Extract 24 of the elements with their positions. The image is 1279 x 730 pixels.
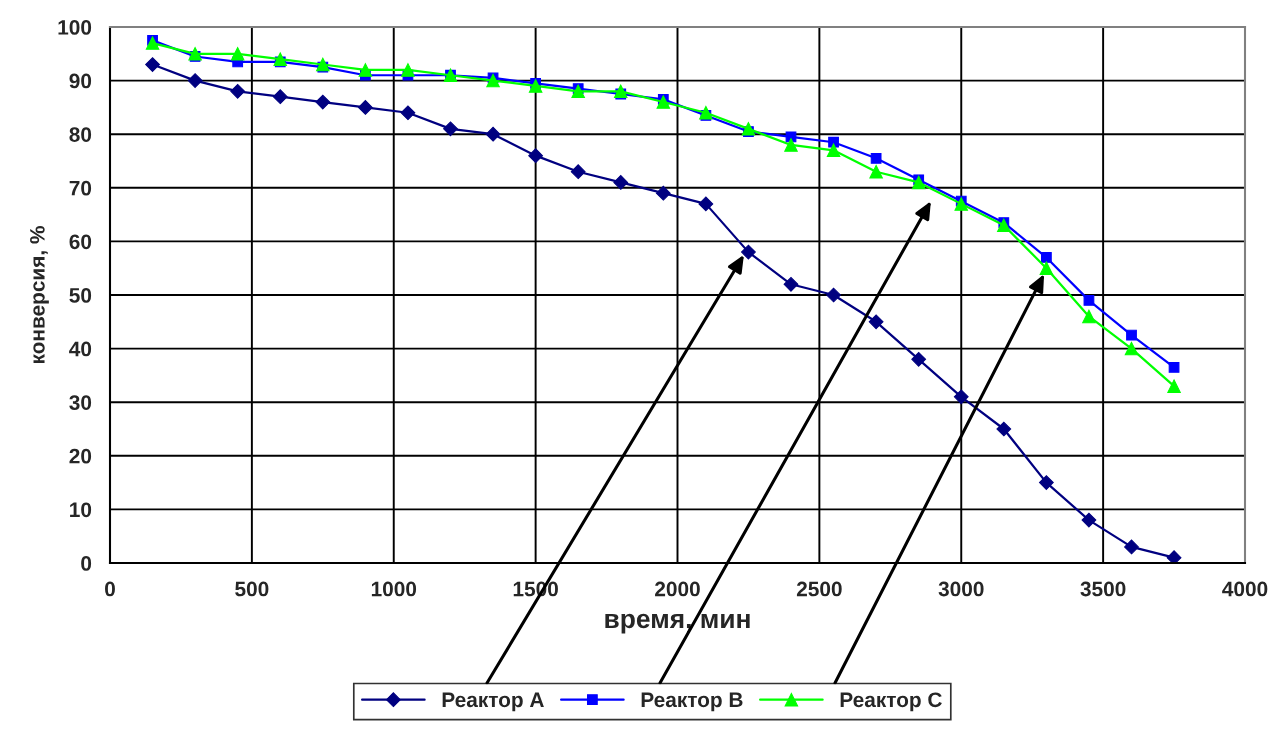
x-tick-label: 1000: [371, 581, 417, 597]
legend-label: Реактор А: [442, 692, 544, 712]
y-tick-label: 40: [69, 341, 92, 357]
x-tick-label: 4000: [1222, 581, 1268, 597]
y-tick-label: 70: [69, 180, 92, 196]
y-tick-label: 60: [69, 234, 92, 250]
y-tick-label: 50: [69, 288, 92, 303]
y-tick-label: 80: [69, 127, 92, 142]
x-tick-label: 0: [105, 581, 115, 597]
y-tick-label: 100: [58, 20, 92, 35]
y-tick-label: 0: [81, 556, 92, 571]
x-axis-title: время, мин: [605, 613, 750, 634]
legend-label: Реактор С: [840, 692, 942, 712]
legend-label: Реактор В: [641, 692, 743, 712]
y-axis-title: конверсия, %: [30, 226, 49, 364]
y-tick-label: 30: [69, 395, 92, 410]
x-tick-label: 3000: [938, 581, 984, 597]
y-tick-label: 90: [69, 73, 92, 89]
x-tick-label: 3500: [1080, 581, 1126, 597]
y-tick-label: 20: [69, 448, 92, 464]
y-tick-label: 10: [70, 502, 92, 518]
x-tick-label: 500: [235, 581, 269, 597]
x-tick-label: 2500: [796, 581, 842, 597]
x-tick-label: 2000: [655, 581, 700, 597]
